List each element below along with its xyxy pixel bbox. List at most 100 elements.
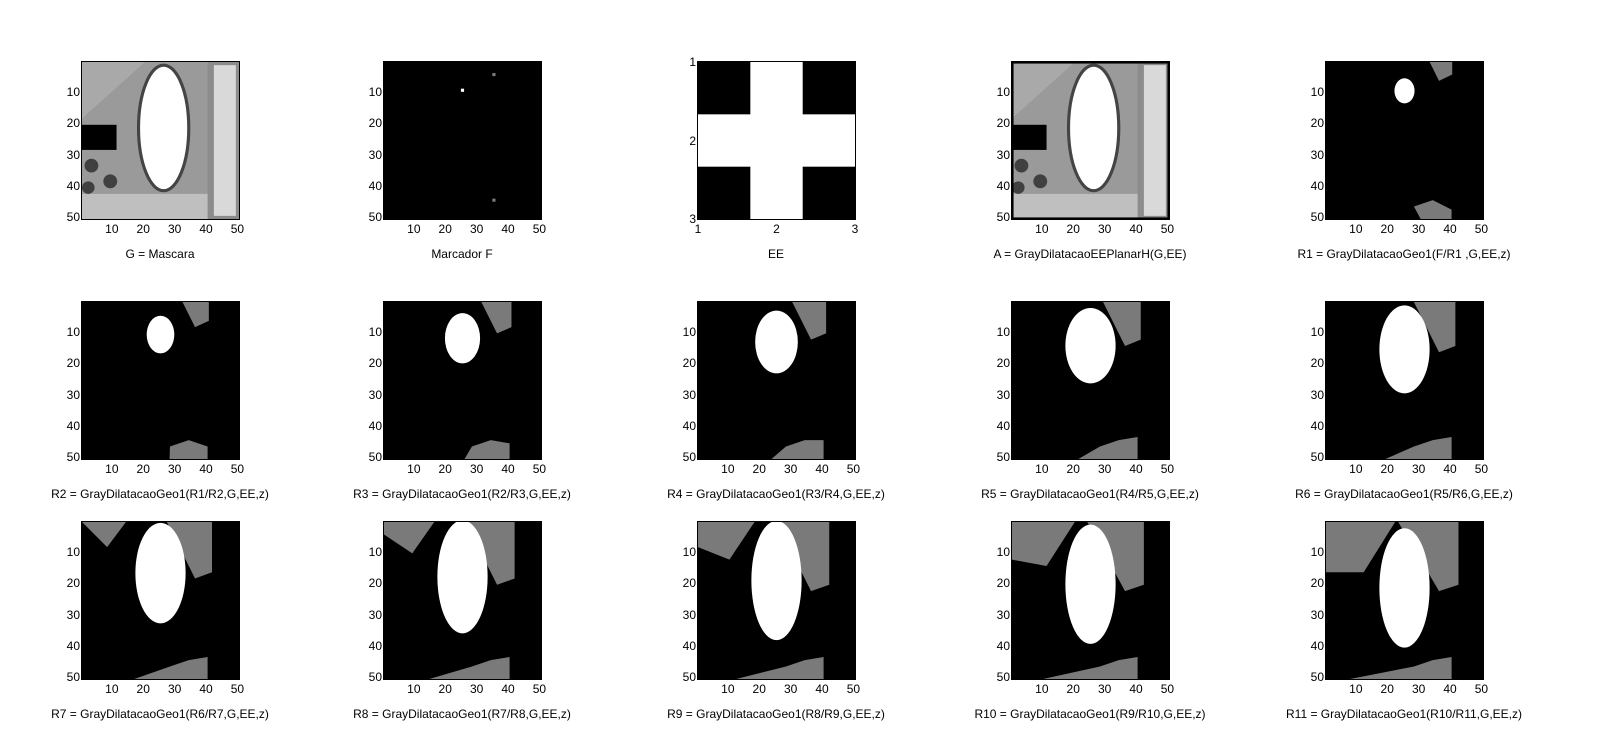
recon-gray-bottom — [464, 440, 510, 459]
recon-gray-upper-left — [82, 522, 126, 548]
panel-caption: R1 = GrayDilatacaoGeo1(F/R1 ,G,EE,z) — [1297, 247, 1511, 261]
image-axes: 10 20 30 40 50 10 20 30 40 50 — [683, 521, 860, 695]
panel-caption: R11 = GrayDilatacaoGeo1(R10/R11,G,EE,z) — [1286, 707, 1522, 721]
y-tick-label: 50 — [66, 210, 80, 225]
y-tick-label: 40 — [682, 419, 696, 434]
panel-r3: 10 20 30 40 50 10 20 30 40 50 R3 = GrayDilatacaoGe… — [302, 240, 612, 501]
panel-r6: 10 20 30 40 50 10 20 30 40 50 R6 = GrayDilatacaoGe… — [1244, 240, 1554, 501]
y-tick-label: 20 — [1310, 576, 1324, 591]
panel-caption: R4 = GrayDilatacaoGeo1(R3/R4,G,EE,z) — [667, 487, 885, 501]
y-tick-label: 30 — [368, 387, 382, 402]
y-tick-label: 20 — [996, 356, 1010, 371]
image-plot — [698, 62, 855, 219]
panel-caption: Marcador F — [431, 247, 493, 261]
y-tick-label: 50 — [368, 670, 382, 685]
y-tick-label: 10 — [996, 84, 1010, 99]
mri-black-rect — [82, 124, 117, 150]
x-tick-label: 30 — [167, 462, 182, 476]
ee-cross-horizontal — [698, 114, 855, 167]
panel-a: 10 20 30 40 50 10 20 30 40 50 A = GrayDilatacaoEEP… — [930, 0, 1240, 261]
y-tick-label: 40 — [368, 419, 382, 434]
x-tick-label: 10 — [407, 222, 421, 236]
image-axes: 10 20 30 40 50 10 20 30 40 50 — [683, 301, 860, 475]
recon-white-region — [444, 313, 481, 364]
y-tick-label: 40 — [1310, 179, 1324, 194]
x-tick-label: 50 — [532, 462, 547, 476]
panel-r2: 10 20 30 40 50 10 20 30 40 50 R2 = GrayDilatacaoGe… — [0, 240, 310, 501]
image-axes: 10 20 30 40 50 10 20 30 40 50 — [67, 61, 244, 235]
image-plot — [1326, 62, 1483, 219]
panel-g: 10 20 30 40 50 10 20 30 40 50 G = Mascara — [0, 0, 310, 261]
x-tick-label: 30 — [1097, 462, 1112, 476]
x-tick-label: 20 — [1066, 222, 1080, 236]
x-tick-label: 10 — [721, 462, 735, 476]
marker-point — [492, 72, 496, 77]
panel-f: 10 20 30 40 50 10 20 30 40 50 Marcador F — [302, 0, 612, 261]
y-tick-label: 30 — [1310, 607, 1324, 622]
y-tick-label: 20 — [66, 576, 80, 591]
mri-right-bright — [213, 65, 236, 216]
x-tick-label: 10 — [1035, 222, 1049, 236]
y-tick-label: 50 — [996, 450, 1010, 465]
image-plot — [384, 62, 541, 219]
x-tick-label: 10 — [1035, 682, 1049, 696]
x-tick-label: 50 — [1474, 462, 1489, 476]
y-tick-label: 30 — [368, 147, 382, 162]
panel-r5: 10 20 30 40 50 10 20 30 40 50 R5 = GrayDilatacaoGe… — [930, 240, 1240, 501]
x-tick-label: 50 — [1474, 682, 1489, 696]
mri-right-bright — [1143, 65, 1166, 216]
x-tick-label: 30 — [469, 222, 484, 236]
y-tick-label: 50 — [66, 450, 80, 465]
recon-gray-top — [166, 522, 212, 579]
panel-r10: 10 20 30 40 50 10 20 30 40 50 R10 = GrayDilatacaoG… — [930, 460, 1240, 721]
panel-caption: EE — [767, 247, 784, 261]
x-tick-label: 20 — [136, 222, 150, 236]
x-tick-label: 30 — [1411, 222, 1426, 236]
y-tick-label: 30 — [66, 387, 80, 402]
image-plot — [82, 62, 239, 219]
mri-ellipse — [136, 63, 191, 193]
x-tick-label: 40 — [1129, 222, 1143, 236]
image-plot — [698, 302, 855, 459]
y-tick-label: 20 — [368, 116, 382, 131]
x-tick-label: 30 — [783, 682, 798, 696]
x-tick-label: 20 — [752, 682, 766, 696]
panel-ee: 1 2 3 1 2 3 EE — [616, 0, 926, 261]
recon-gray-top — [481, 302, 512, 334]
y-tick-label: 50 — [1310, 670, 1324, 685]
y-tick-label: 10 — [368, 544, 382, 559]
x-tick-label: 30 — [1411, 462, 1426, 476]
y-tick-label: 10 — [66, 84, 80, 99]
y-tick-label: 40 — [368, 639, 382, 654]
y-tick-label: 10 — [996, 324, 1010, 339]
panel-r4: 10 20 30 40 50 10 20 30 40 50 R4 = GrayDilatacaoGe… — [616, 240, 926, 501]
x-tick-label: 1 — [694, 222, 702, 236]
recon-white-region — [437, 522, 488, 634]
y-tick-label: 50 — [368, 450, 382, 465]
y-tick-label: 50 — [996, 670, 1010, 685]
x-tick-label: 40 — [815, 462, 829, 476]
y-tick-label: 20 — [996, 116, 1010, 131]
panel-caption: A = GrayDilatacaoEEPlanarH(G,EE) — [993, 247, 1187, 261]
y-tick-label: 50 — [996, 210, 1010, 225]
recon-gray-upper-left — [1012, 522, 1075, 566]
y-tick-label: 10 — [1310, 84, 1324, 99]
y-tick-label: 40 — [996, 179, 1010, 194]
x-tick-label: 2 — [773, 222, 780, 236]
x-tick-label: 40 — [501, 222, 515, 236]
x-tick-label: 20 — [438, 462, 452, 476]
x-tick-label: 30 — [167, 682, 182, 696]
y-tick-label: 40 — [66, 639, 80, 654]
x-tick-label: 10 — [105, 462, 119, 476]
x-tick-label: 20 — [136, 462, 150, 476]
x-tick-label: 30 — [1411, 682, 1426, 696]
panel-caption: R5 = GrayDilatacaoGeo1(R4/R5,G,EE,z) — [981, 487, 1199, 501]
recon-white-region — [146, 315, 175, 354]
y-tick-label: 3 — [689, 212, 696, 226]
recon-gray-top — [1429, 62, 1453, 81]
mri-ellipse — [1066, 63, 1121, 193]
y-tick-label: 30 — [996, 607, 1010, 622]
y-tick-label: 20 — [996, 576, 1010, 591]
x-tick-label: 10 — [407, 462, 421, 476]
mri-upper-left — [82, 62, 145, 119]
